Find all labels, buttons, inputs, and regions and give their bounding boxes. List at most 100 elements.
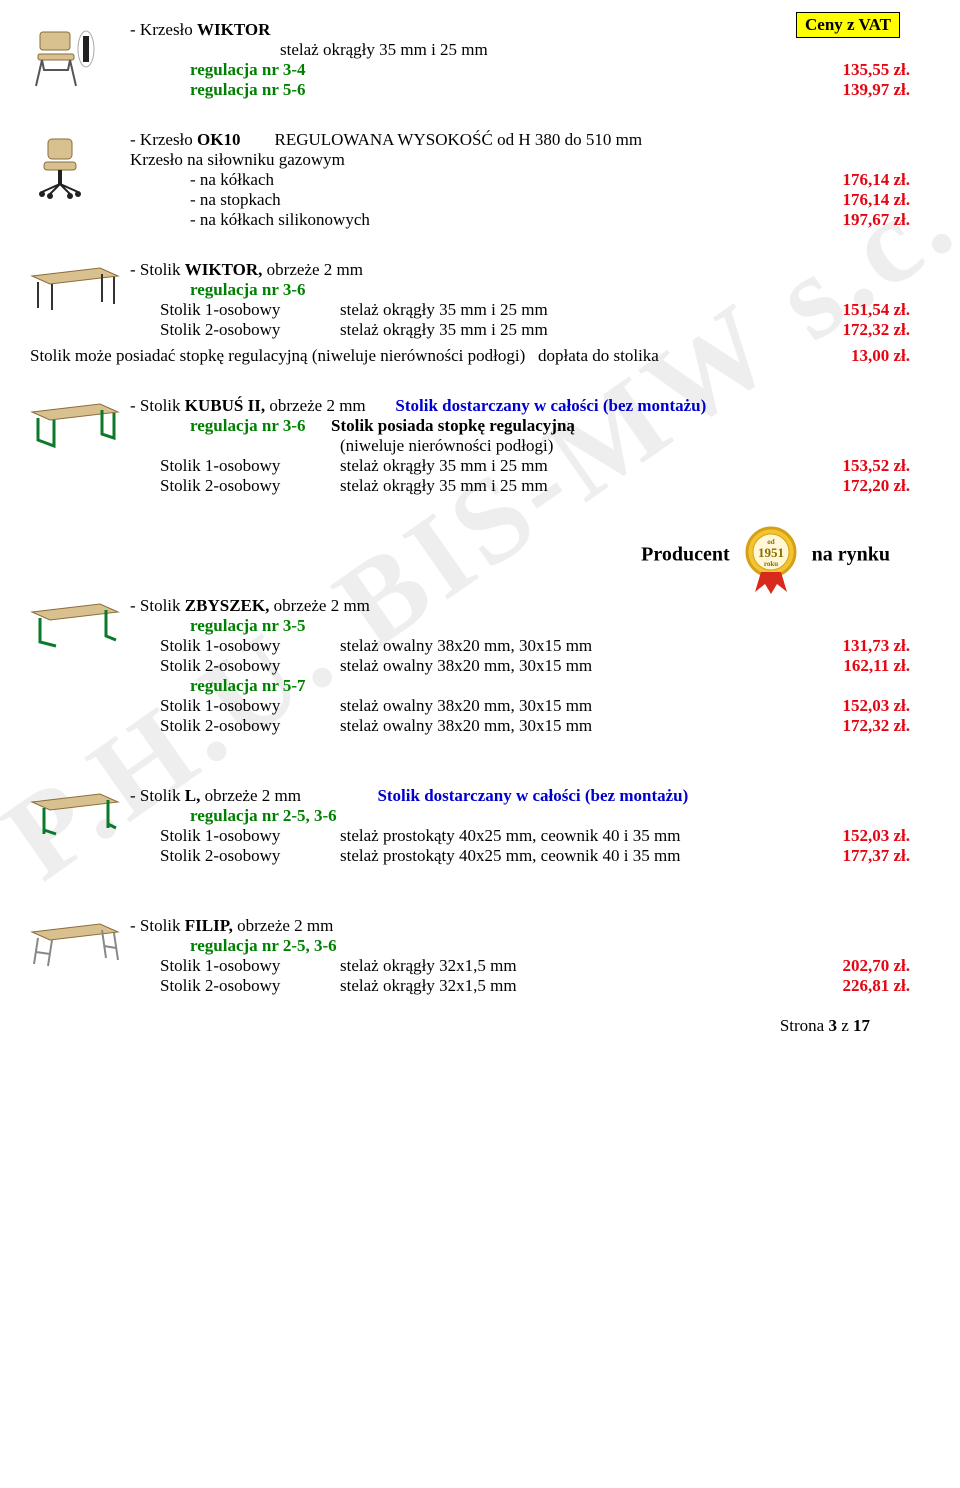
footer-total: 17 — [853, 1016, 870, 1035]
section-kubus: - Stolik KUBUŚ II, obrzeże 2 mm Stolik d… — [30, 396, 910, 496]
image-col — [30, 260, 130, 340]
reg: regulacja nr 3-5 — [190, 616, 910, 636]
c2: stelaż owalny 38x20 mm, 30x15 mm — [340, 636, 810, 656]
section-ok10: - Krzesło OK10 REGULOWANA WYSOKOŚĆ od H … — [30, 130, 910, 230]
row: - na stopkach 176,14 zł. — [130, 190, 910, 210]
row: Stolik 2-osobowy stelaż owalny 38x20 mm,… — [130, 656, 910, 676]
price: 152,03 zł. — [810, 826, 910, 846]
c2: stelaż okrągły 35 mm i 25 mm — [340, 300, 810, 320]
image-col — [30, 596, 130, 736]
section-zbyszek: - Stolik ZBYSZEK, obrzeże 2 mm regulacja… — [30, 596, 910, 736]
producent-right: na rynku — [812, 544, 890, 566]
reg: regulacja nr 3-6 — [190, 280, 910, 300]
chair-icon — [30, 24, 100, 94]
c2: stelaż okrągły 32x1,5 mm — [340, 956, 810, 976]
title-blue: Stolik dostarczany w całości (bez montaż… — [377, 786, 688, 805]
producent-left: Producent — [641, 544, 730, 566]
note-text: Stolik może posiadać stopkę regulacyjną … — [30, 346, 525, 365]
office-chair-icon — [30, 134, 90, 204]
image-col — [30, 916, 130, 996]
title-prefix: - Krzesło — [130, 20, 197, 39]
c1: Stolik 2-osobowy — [130, 320, 340, 340]
reg: regulacja nr 3-4 — [190, 60, 306, 80]
row: Stolik 1-osobowy stelaż owalny 38x20 mm,… — [130, 696, 910, 716]
text-col: - Krzesło OK10 REGULOWANA WYSOKOŚĆ od H … — [130, 130, 910, 230]
content: - Krzesło WIKTOR stelaż okrągły 35 mm i … — [30, 20, 910, 1036]
c2: stelaż owalny 38x20 mm, 30x15 mm — [340, 656, 810, 676]
price: 162,11 zł. — [810, 656, 910, 676]
title: - Stolik WIKTOR, obrzeże 2 mm — [130, 260, 910, 280]
seal-icon: od 1951 roku — [741, 526, 801, 586]
opt: - na stopkach — [190, 190, 281, 210]
image-col — [30, 786, 130, 866]
table-icon — [30, 600, 120, 650]
price: 151,54 zł. — [810, 300, 910, 320]
price: 139,97 zł. — [842, 80, 910, 100]
c1: Stolik 1-osobowy — [130, 826, 340, 846]
c1: Stolik 1-osobowy — [130, 956, 340, 976]
reg: regulacja nr 5-6 — [190, 80, 306, 100]
row: Stolik 2-osobowy stelaż okrągły 35 mm i … — [130, 320, 910, 340]
svg-text:1951: 1951 — [758, 545, 784, 560]
price: 197,67 zł. — [842, 210, 910, 230]
subtitle: stelaż okrągły 35 mm i 25 mm — [280, 40, 910, 60]
c2: stelaż okrągły 35 mm i 25 mm — [340, 456, 810, 476]
opt: - na kółkach silikonowych — [190, 210, 370, 230]
row: Stolik 1-osobowy stelaż okrągły 35 mm i … — [130, 456, 910, 476]
section-l: - Stolik L, obrzeże 2 mm Stolik dostarcz… — [30, 786, 910, 866]
price: 172,32 zł. — [810, 716, 910, 736]
section-wiktor-chair: - Krzesło WIKTOR stelaż okrągły 35 mm i … — [30, 20, 910, 100]
reg: regulacja nr 2-5, 3-6 — [190, 806, 910, 826]
table-icon — [30, 790, 120, 840]
price: 177,37 zł. — [810, 846, 910, 866]
footer: Strona 3 z 17 — [30, 1016, 910, 1036]
c2: stelaż owalny 38x20 mm, 30x15 mm — [340, 696, 810, 716]
row: - na kółkach 176,14 zł. — [130, 170, 910, 190]
c1: Stolik 1-osobowy — [130, 456, 340, 476]
text-col: - Stolik ZBYSZEK, obrzeże 2 mm regulacja… — [130, 596, 910, 736]
title: - Stolik L, obrzeże 2 mm Stolik dostarcz… — [130, 786, 910, 806]
c1: Stolik 2-osobowy — [130, 476, 340, 496]
c2: stelaż prostokąty 40x25 mm, ceownik 40 i… — [340, 846, 810, 866]
text-col: - Stolik FILIP, obrzeże 2 mm regulacja n… — [130, 916, 910, 996]
footer-page: 3 — [828, 1016, 837, 1035]
row: Stolik 1-osobowy stelaż owalny 38x20 mm,… — [130, 636, 910, 656]
opt: - na kółkach — [190, 170, 274, 190]
c1: Stolik 1-osobowy — [130, 636, 340, 656]
c1: Stolik 2-osobowy — [130, 846, 340, 866]
price: 131,73 zł. — [810, 636, 910, 656]
text-col: - Stolik L, obrzeże 2 mm Stolik dostarcz… — [130, 786, 910, 866]
title-name: OK10 — [197, 130, 240, 149]
row: Stolik 1-osobowy stelaż okrągły 32x1,5 m… — [130, 956, 910, 976]
price: 172,20 zł. — [810, 476, 910, 496]
text-col: - Krzesło WIKTOR stelaż okrągły 35 mm i … — [130, 20, 910, 100]
title: - Krzesło OK10 REGULOWANA WYSOKOŚĆ od H … — [130, 130, 910, 150]
price: 176,14 zł. — [842, 190, 910, 210]
svg-text:roku: roku — [763, 560, 777, 568]
price: 226,81 zł. — [810, 976, 910, 996]
note-l: Stolik może posiadać stopkę regulacyjną … — [30, 346, 810, 366]
title-name: WIKTOR — [197, 20, 270, 39]
image-col — [30, 130, 130, 230]
title: - Stolik FILIP, obrzeże 2 mm — [130, 916, 910, 936]
c2: stelaż prostokąty 40x25 mm, ceownik 40 i… — [340, 826, 810, 846]
text-col: - Stolik KUBUŚ II, obrzeże 2 mm Stolik d… — [130, 396, 910, 496]
price: 152,03 zł. — [810, 696, 910, 716]
row: Stolik 1-osobowy stelaż okrągły 35 mm i … — [130, 300, 910, 320]
image-col — [30, 396, 130, 496]
reg: regulacja nr 5-7 — [190, 676, 910, 696]
row: Stolik 2-osobowy stelaż okrągły 32x1,5 m… — [130, 976, 910, 996]
title: - Stolik ZBYSZEK, obrzeże 2 mm — [130, 596, 910, 616]
title: - Krzesło WIKTOR — [130, 20, 910, 40]
c2: stelaż owalny 38x20 mm, 30x15 mm — [340, 716, 810, 736]
c2: stelaż okrągły 35 mm i 25 mm — [340, 320, 810, 340]
c1: Stolik 1-osobowy — [130, 696, 340, 716]
paren: (niweluje nierówności podłogi) — [130, 436, 910, 456]
row: Stolik 2-osobowy stelaż prostokąty 40x25… — [130, 846, 910, 866]
row: - na kółkach silikonowych 197,67 zł. — [130, 210, 910, 230]
c2: stelaż okrągły 35 mm i 25 mm — [340, 476, 810, 496]
row: regulacja nr 5-6 139,97 zł. — [190, 80, 910, 100]
table-icon — [30, 920, 120, 970]
row: Stolik 2-osobowy stelaż okrągły 35 mm i … — [130, 476, 910, 496]
c1: Stolik 2-osobowy — [130, 976, 340, 996]
